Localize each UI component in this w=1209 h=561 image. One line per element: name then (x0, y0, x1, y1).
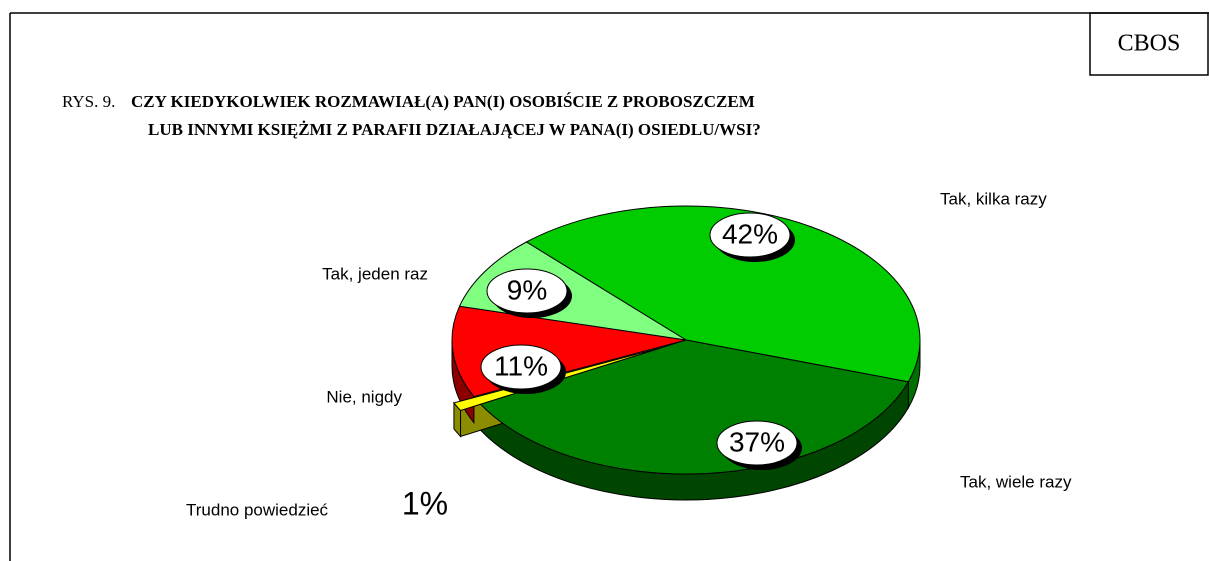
value-label: 9% (507, 274, 547, 305)
title-number: RYS. 9. (62, 92, 115, 111)
value-label: 1% (402, 485, 448, 521)
slice (525, 205, 921, 383)
source-box (1089, 12, 1209, 76)
category-label: Tak, kilka razy (940, 189, 1047, 208)
slice (458, 241, 687, 341)
slice (479, 339, 910, 475)
category-label: Tak, jeden raz (322, 264, 428, 283)
category-label: Nie, nigdy (326, 387, 402, 406)
label-bubble (709, 212, 791, 258)
label-bubble (480, 344, 562, 390)
chart-title: CZY KIEDYKOLWIEK ROZMAWIAŁ(A) PAN(I) OSO… (131, 92, 755, 111)
label-bubble (716, 420, 798, 466)
category-label: Tak, wiele razy (960, 472, 1072, 491)
category-label: Trudno powiedzieć (186, 500, 329, 519)
chart-title: LUB INNYMI KSIĘŻMI Z PARAFII DZIAŁAJĄCEJ… (148, 120, 761, 139)
source: CBOS (1118, 31, 1181, 57)
label-bubble (486, 268, 568, 314)
value-label: 11% (494, 350, 548, 381)
value-label: 42% (722, 218, 778, 249)
value-label: 37% (729, 426, 785, 457)
